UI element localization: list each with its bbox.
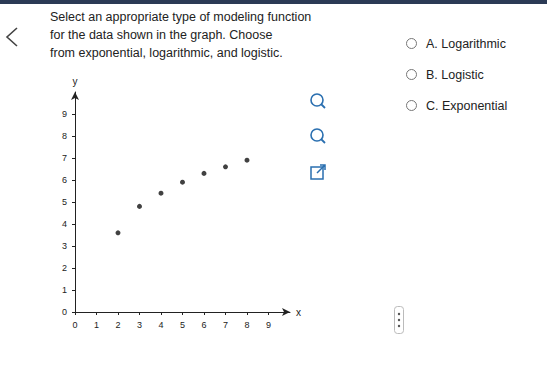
html-text:from exponential, logarithmic,: from exponential, logarithmic, and logis…	[50, 46, 283, 60]
svg-text:9: 9	[266, 320, 271, 330]
svg-text:x: x	[296, 307, 301, 318]
svg-text:0: 0	[62, 307, 67, 317]
svg-text:4: 4	[158, 320, 163, 330]
svg-text:2: 2	[62, 263, 67, 273]
html-text:Select an appropriate type of: Select an appropriate type of modeling f…	[50, 10, 312, 24]
svg-text:3: 3	[62, 241, 67, 251]
svg-text:3: 3	[137, 320, 142, 330]
svg-text:0: 0	[72, 320, 77, 330]
html-text:for the data shown in the grap: for the data shown in the graph. Choose	[50, 28, 273, 42]
svg-text:5: 5	[62, 197, 67, 207]
svg-text:4: 4	[62, 219, 67, 229]
html-text:A. Logarithmic: A. Logarithmic	[426, 36, 506, 51]
svg-text:7: 7	[62, 153, 67, 163]
svg-text:7: 7	[223, 320, 228, 330]
svg-text:2: 2	[115, 320, 120, 330]
svg-text:1: 1	[94, 320, 99, 330]
svg-text:y: y	[73, 76, 78, 87]
svg-text:9: 9	[62, 109, 67, 119]
svg-text:1: 1	[62, 285, 67, 295]
svg-text:6: 6	[201, 320, 206, 330]
html-text:C. Exponential: C. Exponential	[426, 98, 508, 113]
svg-text:8: 8	[244, 320, 249, 330]
html-text:B. Logistic: B. Logistic	[426, 67, 484, 82]
svg-text:5: 5	[180, 320, 185, 330]
svg-text:8: 8	[62, 131, 67, 141]
svg-text:6: 6	[62, 175, 67, 185]
